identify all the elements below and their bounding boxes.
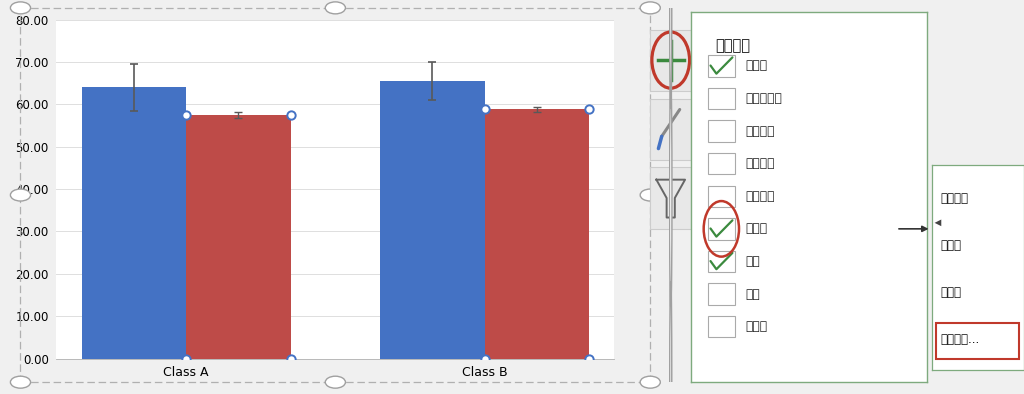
Text: 誤差線: 誤差線 <box>745 222 768 235</box>
Circle shape <box>10 189 31 201</box>
Circle shape <box>640 189 660 201</box>
FancyBboxPatch shape <box>708 251 735 272</box>
FancyBboxPatch shape <box>708 120 735 142</box>
Text: 圖表標題: 圖表標題 <box>745 125 775 138</box>
FancyBboxPatch shape <box>708 186 735 207</box>
Circle shape <box>670 0 672 109</box>
Circle shape <box>640 2 660 14</box>
Text: 標準誤差: 標準誤差 <box>940 192 968 205</box>
Circle shape <box>10 2 31 14</box>
Bar <box>380 81 484 359</box>
Circle shape <box>326 376 345 388</box>
Circle shape <box>640 376 660 388</box>
FancyBboxPatch shape <box>708 153 735 175</box>
FancyBboxPatch shape <box>708 88 735 109</box>
Bar <box>484 110 589 359</box>
Text: 座標軸: 座標軸 <box>745 59 768 72</box>
Circle shape <box>670 281 672 394</box>
Text: 資料標籤: 資料標籤 <box>745 157 775 170</box>
Text: 圖例: 圖例 <box>745 288 760 301</box>
Bar <box>82 87 186 359</box>
FancyBboxPatch shape <box>708 55 735 77</box>
Bar <box>186 115 291 359</box>
Text: 其他選項...: 其他選項... <box>940 333 979 346</box>
Text: 圖表項目: 圖表項目 <box>715 38 750 53</box>
FancyBboxPatch shape <box>708 218 735 240</box>
Text: 格線: 格線 <box>745 255 760 268</box>
Text: 運算列表: 運算列表 <box>745 190 775 203</box>
Text: 趨勢線: 趨勢線 <box>745 320 768 333</box>
Text: 座標軸標題: 座標軸標題 <box>745 92 782 105</box>
FancyBboxPatch shape <box>936 323 1020 359</box>
Circle shape <box>670 83 672 307</box>
Circle shape <box>326 2 345 14</box>
FancyBboxPatch shape <box>708 316 735 337</box>
FancyBboxPatch shape <box>708 283 735 305</box>
Text: 標準差: 標準差 <box>940 286 962 299</box>
Text: 百分比: 百分比 <box>940 239 962 252</box>
Circle shape <box>10 376 31 388</box>
